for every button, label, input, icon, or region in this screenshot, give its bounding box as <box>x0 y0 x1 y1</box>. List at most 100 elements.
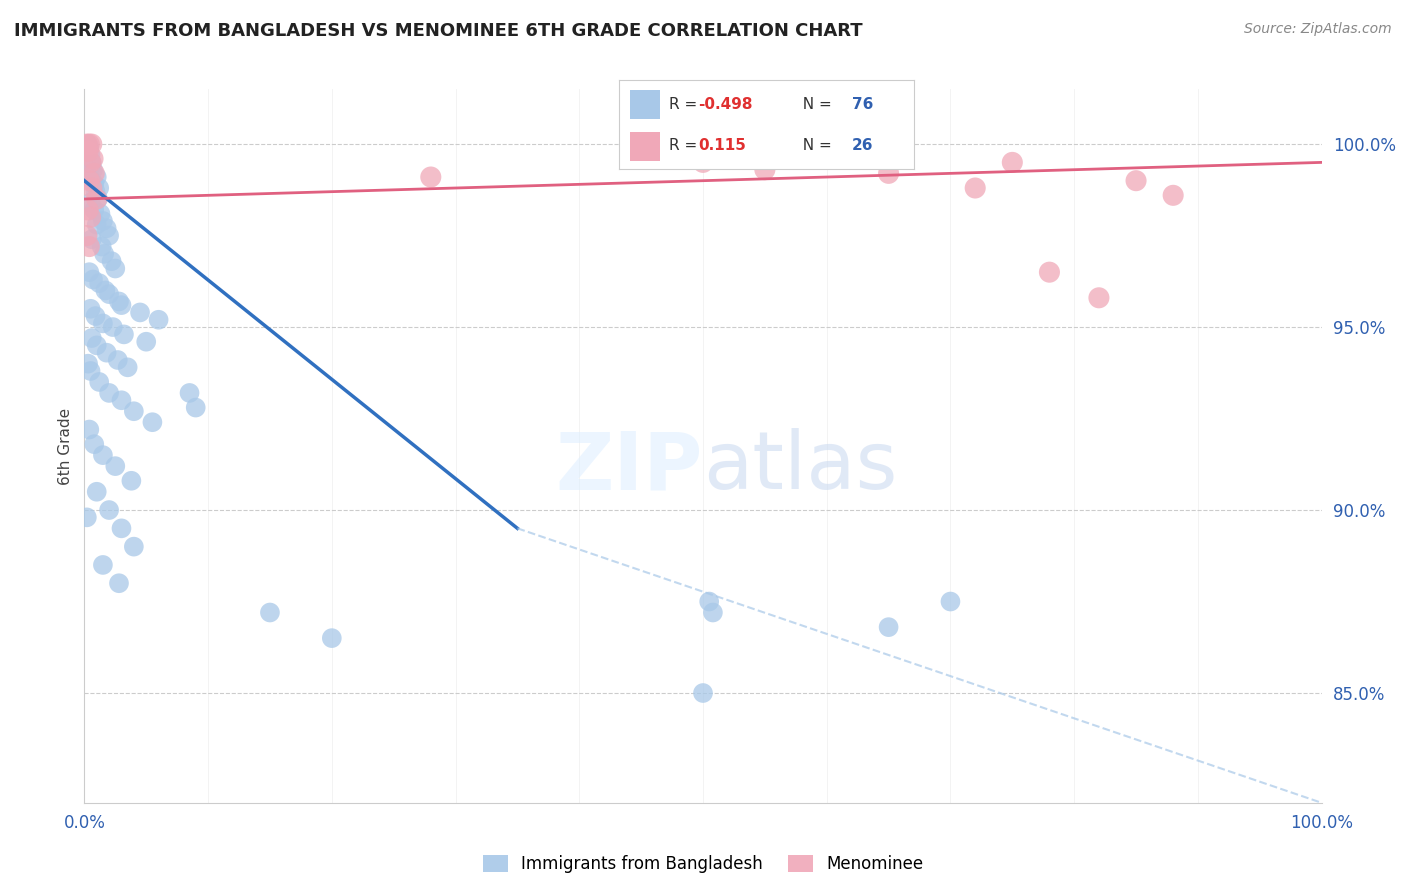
Point <box>101 320 124 334</box>
Point <box>90 239 112 253</box>
Text: 76: 76 <box>852 97 873 112</box>
Point <box>84 185 107 199</box>
Point <box>82 152 104 166</box>
Point <box>79 239 101 253</box>
Point <box>104 459 127 474</box>
Point <box>79 301 101 316</box>
Text: R =: R = <box>669 97 702 112</box>
Point <box>80 137 103 152</box>
Point <box>184 401 207 415</box>
Text: atlas: atlas <box>703 428 897 507</box>
Point <box>1161 188 1184 202</box>
Point <box>77 152 100 166</box>
Point <box>80 174 103 188</box>
Point <box>84 309 107 323</box>
Point <box>96 345 118 359</box>
Point <box>93 247 115 261</box>
Point <box>79 195 101 210</box>
Text: -0.498: -0.498 <box>699 97 752 112</box>
Point <box>82 272 104 286</box>
Point <box>321 631 343 645</box>
Point <box>1125 174 1147 188</box>
Point <box>77 357 100 371</box>
Point <box>135 334 157 349</box>
Point <box>141 415 163 429</box>
Point <box>1088 291 1111 305</box>
Point <box>86 192 108 206</box>
Point <box>83 437 105 451</box>
Point <box>87 192 110 206</box>
Point <box>79 141 101 155</box>
Point <box>79 166 101 180</box>
Point <box>108 294 131 309</box>
Text: R =: R = <box>669 138 702 153</box>
Point <box>83 202 105 217</box>
Point <box>79 423 101 437</box>
Point <box>80 155 103 169</box>
Text: 26: 26 <box>852 138 873 153</box>
Text: Source: ZipAtlas.com: Source: ZipAtlas.com <box>1244 22 1392 37</box>
Point <box>120 474 142 488</box>
Legend: Immigrants from Bangladesh, Menominee: Immigrants from Bangladesh, Menominee <box>477 848 929 880</box>
Point <box>79 265 101 279</box>
Point <box>91 214 114 228</box>
Point <box>76 137 98 152</box>
Y-axis label: 6th Grade: 6th Grade <box>58 408 73 484</box>
Point <box>754 162 776 177</box>
Text: N =: N = <box>793 97 837 112</box>
Point <box>98 386 121 401</box>
Text: IMMIGRANTS FROM BANGLADESH VS MENOMINEE 6TH GRADE CORRELATION CHART: IMMIGRANTS FROM BANGLADESH VS MENOMINEE … <box>14 22 863 40</box>
Point <box>129 305 152 319</box>
Point <box>80 181 103 195</box>
Point <box>79 137 101 152</box>
Point <box>419 169 441 184</box>
Point <box>89 181 111 195</box>
Point <box>76 145 98 159</box>
Point <box>877 620 900 634</box>
Point <box>98 228 121 243</box>
Point <box>76 228 98 243</box>
Point <box>877 166 900 180</box>
Point <box>89 276 111 290</box>
Point <box>122 404 145 418</box>
Point <box>98 287 121 301</box>
Text: ZIP: ZIP <box>555 428 703 507</box>
Point <box>110 393 132 408</box>
Point <box>83 178 105 192</box>
Point <box>79 211 101 225</box>
Point <box>82 162 104 177</box>
Point <box>80 232 103 246</box>
FancyBboxPatch shape <box>630 132 659 161</box>
Point <box>939 594 962 608</box>
Point <box>89 206 111 220</box>
Point <box>86 484 108 499</box>
Point <box>89 375 111 389</box>
Point <box>815 137 838 152</box>
Point <box>692 155 714 169</box>
Point <box>86 218 108 232</box>
FancyBboxPatch shape <box>630 90 659 119</box>
Point <box>104 261 127 276</box>
Point <box>1001 155 1024 169</box>
Point <box>77 145 100 159</box>
Point <box>77 202 100 217</box>
Point <box>630 145 652 159</box>
Point <box>692 686 714 700</box>
Point <box>96 221 118 235</box>
Point <box>76 510 98 524</box>
Point <box>91 317 114 331</box>
Text: N =: N = <box>793 138 837 153</box>
Point <box>79 155 101 169</box>
Point <box>1038 265 1060 279</box>
Point <box>79 159 101 173</box>
Point <box>79 174 101 188</box>
Point <box>91 448 114 462</box>
Point <box>98 503 121 517</box>
Point <box>77 137 100 152</box>
Point <box>79 364 101 378</box>
Text: 0.115: 0.115 <box>699 138 747 153</box>
Point <box>179 386 201 401</box>
Point <box>107 353 129 368</box>
Point <box>259 606 281 620</box>
Point <box>79 148 101 162</box>
